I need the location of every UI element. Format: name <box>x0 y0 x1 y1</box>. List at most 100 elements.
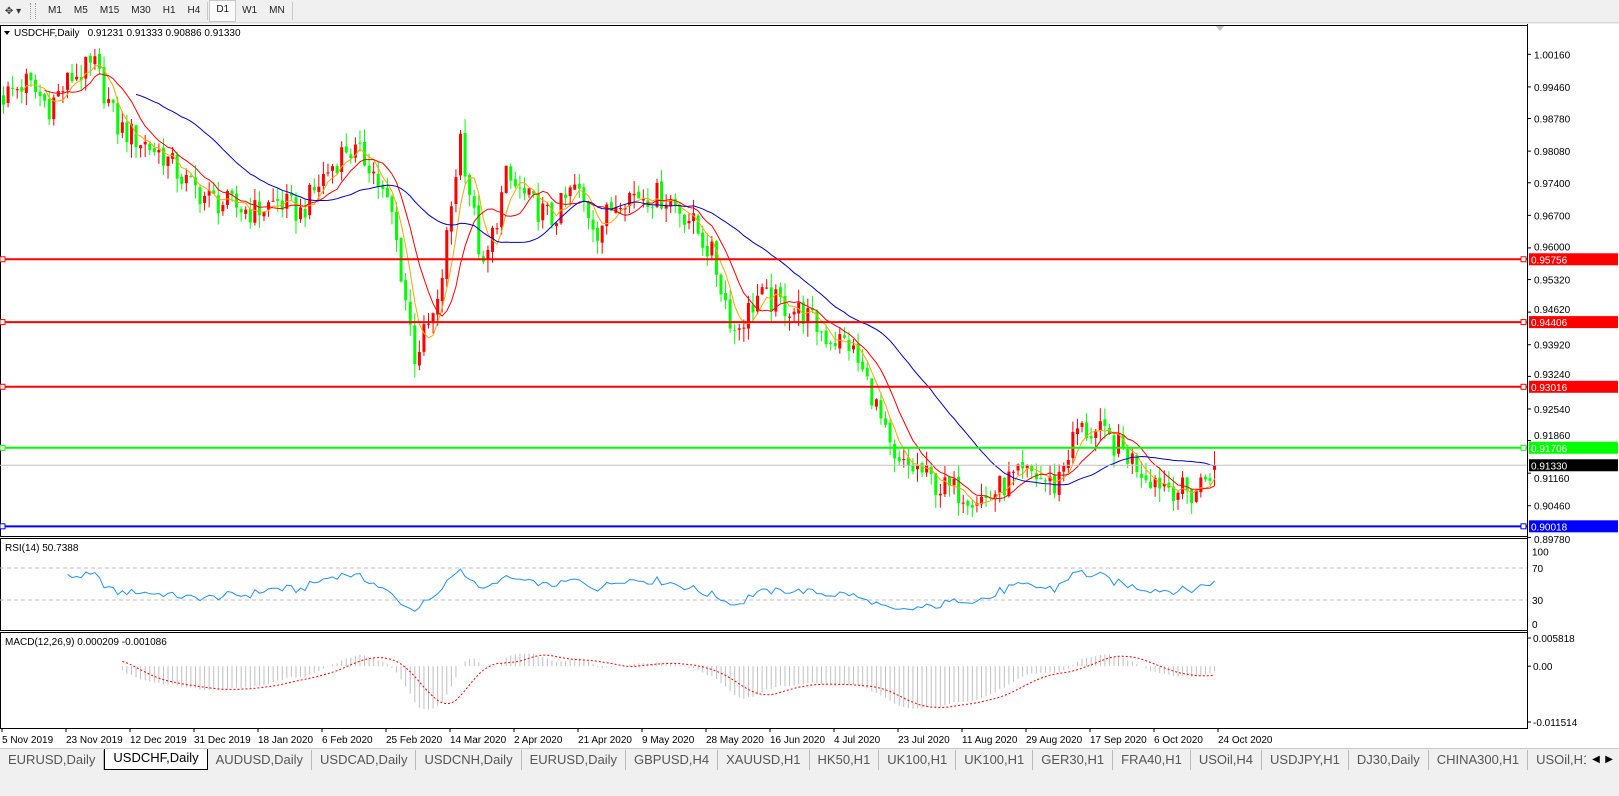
chart-tab[interactable]: FRA40,H1 <box>1113 750 1191 770</box>
line-handle-right <box>1520 383 1527 390</box>
candle-body <box>1053 474 1057 494</box>
candle-body <box>536 193 540 222</box>
candle-body <box>852 345 856 350</box>
timeframe-m30[interactable]: M30 <box>131 5 151 16</box>
tab-scroll-arrows[interactable]: ◀ ▶ <box>1586 749 1619 771</box>
candle-body <box>500 192 504 228</box>
candle-body <box>116 103 120 135</box>
moving-average-10 <box>44 73 1215 500</box>
candle-body <box>829 342 833 344</box>
chart-tab[interactable]: EURUSD,Daily <box>0 750 105 770</box>
candle-body <box>1094 430 1098 438</box>
timeframe-d1[interactable]: D1 <box>209 0 237 22</box>
chart-tab[interactable]: AUDUSD,Daily <box>208 750 313 770</box>
chart-tab[interactable]: USDJPY,H1 <box>1262 750 1349 770</box>
chart-tab[interactable]: XAUUSD,H1 <box>718 750 810 770</box>
candle-body <box>2 95 5 105</box>
date-tick-label: 23 Nov 2019 <box>66 735 123 746</box>
line-handle-right <box>1520 444 1527 451</box>
candle-body <box>916 465 919 470</box>
price-tick-label: 0.93240 <box>1534 370 1571 381</box>
chart-tabs: EURUSD,Daily USDCHF,Daily AUDUSD,Daily USDC… <box>0 748 1619 771</box>
candle-body <box>641 198 645 201</box>
price-line-label: 0.93016 <box>1531 383 1568 394</box>
candle-body <box>1208 478 1212 481</box>
candle-body <box>1135 454 1139 473</box>
timeframe-mn[interactable]: MN <box>269 5 285 16</box>
candle-body <box>84 56 88 79</box>
chart-tab[interactable]: USOil,H4 <box>1191 750 1263 770</box>
date-tick-label: 24 Oct 2020 <box>1218 735 1273 746</box>
candle-body <box>111 99 115 103</box>
candle-body <box>390 196 394 212</box>
candle-body <box>801 302 805 325</box>
candle-body <box>696 215 700 234</box>
chart-tab[interactable]: GBPUSD,H4 <box>626 750 719 770</box>
price-tick-label: 0.89780 <box>1534 535 1571 546</box>
candle-body <box>139 145 143 149</box>
candle-body <box>623 207 627 210</box>
price-line-label: 0.91706 <box>1531 444 1568 455</box>
price-label-bg <box>1529 253 1618 266</box>
candle-body <box>1176 492 1180 500</box>
candle-body <box>1085 422 1089 439</box>
candle-body <box>573 184 577 190</box>
candle-body <box>97 54 101 69</box>
candle-body <box>550 202 554 226</box>
candle-body <box>276 199 280 202</box>
date-tick-label: 25 Feb 2020 <box>386 735 443 746</box>
candle-body <box>47 99 51 120</box>
candle-body <box>884 418 888 425</box>
timeframe-m5[interactable]: M5 <box>73 5 88 16</box>
chart-tab[interactable]: HK50,H1 <box>810 750 880 770</box>
chart-tab[interactable]: CHINA300,H1 <box>1429 750 1529 770</box>
current-price-label: 0.91330 <box>1531 461 1568 472</box>
chart-tab[interactable]: GER30,H1 <box>1033 750 1114 770</box>
candle-body <box>225 191 229 205</box>
chart-tab[interactable]: UK100,H1 <box>879 750 957 770</box>
candle-body <box>705 245 709 257</box>
candle-body <box>568 187 572 197</box>
timeframe-m15[interactable]: M15 <box>99 5 120 16</box>
chart-tab[interactable]: DJ30,Daily <box>1349 750 1429 770</box>
candle-body <box>303 209 307 218</box>
timeframe-h1[interactable]: H1 <box>162 5 176 16</box>
candle-body <box>724 293 728 301</box>
chart-tab[interactable]: USDCAD,Daily <box>312 750 417 770</box>
chart-tab[interactable]: USDCNH,Daily <box>416 750 522 770</box>
price-tick-label: 0.98780 <box>1534 115 1571 126</box>
line-handle-left <box>0 383 6 390</box>
timeframe-h4[interactable]: H4 <box>187 5 201 16</box>
chart-tab[interactable]: UK100,H1 <box>956 750 1034 770</box>
candle-body <box>1153 478 1157 488</box>
toolbar-grip[interactable] <box>30 3 36 19</box>
candle-body <box>678 204 682 214</box>
candle-body <box>125 122 129 143</box>
candle-body <box>353 144 357 158</box>
candle-body <box>897 457 901 461</box>
candle-body <box>614 207 618 213</box>
candle-body <box>349 154 353 159</box>
price-tick-label: 0.96700 <box>1534 211 1571 222</box>
chart-window[interactable]: 0.95756 0.94406 0.93016 0.91706 0.90018 1.001… <box>0 24 1619 748</box>
candle-body <box>88 55 92 63</box>
candle-body <box>1117 433 1121 454</box>
chart-tab[interactable]: USDCHF,Daily <box>104 749 208 770</box>
candle-body <box>746 303 750 329</box>
candle-body <box>664 204 668 209</box>
candle-body <box>554 223 558 227</box>
date-tick-label: 12 Dec 2019 <box>130 735 187 746</box>
timeframe-m1[interactable]: M1 <box>48 5 62 16</box>
candle-body <box>1016 464 1020 471</box>
candle-body <box>1007 471 1011 497</box>
price-tick-label: 0.96000 <box>1534 242 1571 253</box>
candle-body <box>934 473 938 495</box>
candle-body <box>1080 422 1084 427</box>
date-tick-label: 31 Dec 2019 <box>194 735 251 746</box>
candle-body <box>20 87 24 92</box>
candle-body <box>221 205 225 212</box>
timeframe-w1[interactable]: W1 <box>242 5 258 16</box>
price-line-label: 0.90018 <box>1531 522 1568 533</box>
chart-tab[interactable]: EURUSD,Daily <box>522 750 626 770</box>
crosshair-arrow-icon[interactable]: ✥ ▾ <box>4 5 22 17</box>
